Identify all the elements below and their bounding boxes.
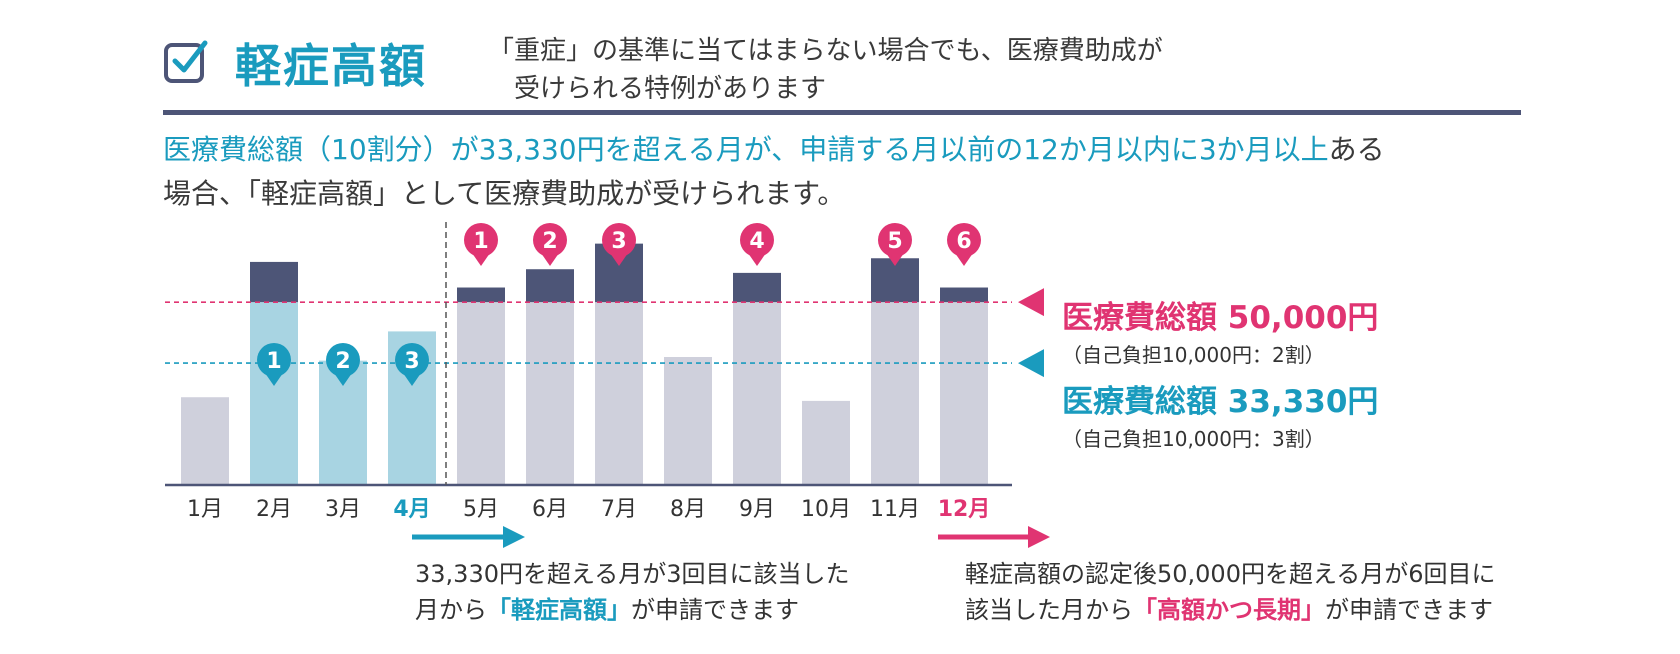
- x-tick-label: 11月: [870, 497, 920, 522]
- teal-marker-2: [326, 343, 360, 377]
- subtitle: 「重症」の基準に当てはまらない場合でも、医療費助成が 受けられる特例があります: [488, 32, 1163, 108]
- x-tick-label: 12月: [938, 497, 991, 522]
- description-rest: ある: [1328, 133, 1385, 166]
- page-title: 軽症高額: [235, 39, 427, 93]
- bar-7月: [595, 302, 643, 485]
- x-tick-label: 10月: [801, 497, 851, 522]
- threshold-50000-block: 医療費総額 50,000円 （自己負担10,000円：2割）: [1062, 292, 1378, 368]
- checkbox-icon: [164, 40, 208, 83]
- pink-marker-5: [878, 223, 912, 257]
- note-left: 33,330円を超える月が3回目に該当した 月から「軽症高額」が申請できます: [415, 556, 850, 628]
- bar-11月: [871, 302, 919, 485]
- note-left-line2: 月から「軽症高額」が申請できます: [415, 592, 850, 628]
- x-tick-label: 7月: [601, 497, 637, 522]
- threshold-33330-sublabel: （自己負担10,000円：3割）: [1062, 427, 1325, 451]
- divider: [163, 110, 1521, 115]
- threshold-50000-label: 医療費総額 50,000円: [1062, 300, 1379, 336]
- note-left-line1: 33,330円を超える月が3回目に該当した: [415, 560, 850, 588]
- teal-marker-3-number: 3: [404, 349, 419, 374]
- threshold-50000-pointer: [1018, 288, 1044, 317]
- bar-1月: [181, 397, 229, 485]
- description-highlight: 医療費総額（10割分）が33,330円を超える月が、申請する月以前の12か月以内…: [163, 133, 1329, 166]
- x-tick-label: 1月: [187, 497, 223, 522]
- threshold-33330-pointer: [1018, 349, 1044, 378]
- note-right: 軽症高額の認定後50,000円を超える月が6回目に 該当した月から「高額かつ長期…: [965, 556, 1496, 628]
- bar-9月: [733, 302, 781, 485]
- teal-marker-1-number: 1: [266, 349, 281, 374]
- x-tick-label: 3月: [325, 497, 361, 522]
- pink-marker-2-number: 2: [542, 229, 557, 254]
- pink-marker-4: [740, 223, 774, 257]
- bar-10月: [802, 400, 850, 485]
- bar-excess-2月: [250, 261, 298, 303]
- pink-marker-1: [464, 223, 498, 257]
- note-left-post: が申請できます: [631, 596, 799, 624]
- x-tick-label: 8月: [670, 497, 706, 522]
- bar-excess-12月: [940, 287, 988, 303]
- x-tick-label: 9月: [739, 497, 775, 522]
- bar-excess-9月: [733, 272, 781, 303]
- note-left-bold: 「軽症高額」: [487, 596, 631, 624]
- bar-8月: [664, 357, 712, 485]
- bar-2月: [250, 302, 298, 485]
- arrow-pink-head: [1028, 526, 1050, 548]
- x-tick-label: 5月: [463, 497, 499, 522]
- pink-marker-3: [602, 223, 636, 257]
- teal-marker-1: [257, 343, 291, 377]
- note-right-line1: 軽症高額の認定後50,000円を超える月が6回目に: [965, 560, 1496, 588]
- x-tick-label: 2月: [256, 497, 292, 522]
- pink-marker-1-number: 1: [473, 229, 488, 254]
- note-left-pre: 月から: [415, 596, 487, 624]
- arrow-teal-head: [503, 526, 525, 548]
- pink-marker-6-number: 6: [956, 229, 971, 254]
- note-right-post: が申請できます: [1325, 596, 1493, 624]
- x-tick-label: 6月: [532, 497, 568, 522]
- note-right-line2: 該当した月から「高額かつ長期」が申請できます: [965, 592, 1496, 628]
- bar-excess-5月: [457, 287, 505, 303]
- description: 医療費総額（10割分）が33,330円を超える月が、申請する月以前の12か月以内…: [163, 128, 1543, 216]
- subtitle-line1: 「重症」の基準に当てはまらない場合でも、医療費助成が: [488, 36, 1163, 66]
- bar-6月: [526, 302, 574, 485]
- description-line2: 場合、「軽症高額」として医療費助成が受けられます。: [163, 177, 846, 210]
- pink-marker-2: [533, 223, 567, 257]
- threshold-33330-block: 医療費総額 33,330円 （自己負担10,000円：3割）: [1062, 376, 1378, 452]
- note-right-bold: 「高額かつ長期」: [1133, 596, 1325, 624]
- bar-excess-6月: [526, 269, 574, 303]
- pink-marker-5-number: 5: [887, 229, 902, 254]
- bar-5月: [457, 302, 505, 485]
- threshold-33330-label: 医療費総額 33,330円: [1062, 384, 1379, 420]
- pink-marker-4-number: 4: [749, 229, 764, 254]
- threshold-50000-sublabel: （自己負担10,000円：2割）: [1062, 343, 1325, 367]
- bar-12月: [940, 302, 988, 485]
- note-right-pre: 該当した月から: [965, 596, 1133, 624]
- pink-marker-3-number: 3: [611, 229, 626, 254]
- teal-marker-3: [395, 343, 429, 377]
- x-tick-label: 4月: [393, 497, 430, 522]
- pink-marker-6: [947, 223, 981, 257]
- subtitle-line2: 受けられる特例があります: [488, 74, 827, 104]
- teal-marker-2-number: 2: [335, 349, 350, 374]
